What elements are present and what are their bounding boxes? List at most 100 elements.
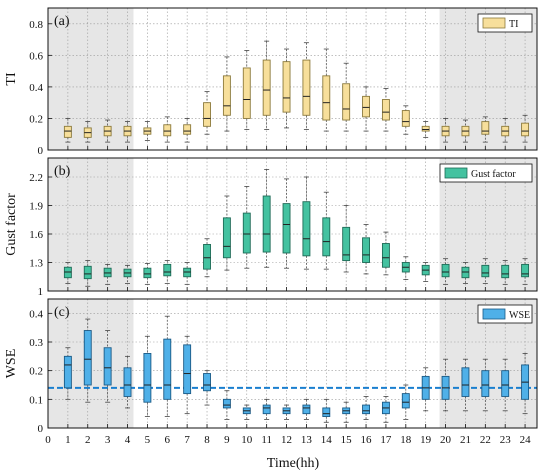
legend-label: TI [509, 19, 518, 30]
box-19 [421, 121, 430, 138]
box-6 [163, 116, 172, 143]
box-body [322, 407, 331, 417]
box-2 [83, 318, 92, 403]
box-3 [103, 330, 112, 403]
plot-frame [47, 7, 538, 151]
box-18 [401, 384, 410, 420]
box-body [262, 59, 271, 116]
box-8 [203, 238, 211, 278]
box-body [83, 330, 92, 386]
box-16 [362, 396, 370, 420]
box-body [501, 370, 510, 397]
box-body [342, 83, 351, 121]
box-body [203, 102, 211, 127]
box-12 [282, 178, 291, 269]
box-21 [461, 358, 470, 412]
panel-label: (b) [54, 164, 71, 179]
box-1 [63, 118, 72, 143]
y-tick-label: 0.2 [29, 113, 43, 125]
box-body [481, 121, 490, 135]
box-body [163, 338, 172, 400]
box-body [262, 195, 271, 253]
box-3 [103, 263, 112, 285]
box-13 [302, 398, 311, 420]
y-tick-label: 1 [38, 286, 44, 298]
x-tick-label: 6 [165, 434, 171, 446]
legend-swatch [482, 17, 506, 29]
box-body [143, 267, 152, 279]
y-tick-label: 0.1 [29, 394, 43, 406]
x-tick-label: 4 [125, 434, 131, 446]
box-8 [203, 370, 211, 406]
box-2 [83, 121, 92, 143]
x-tick-label: 11 [261, 434, 272, 446]
box-3 [103, 119, 112, 143]
box-14 [322, 191, 331, 270]
box-20 [441, 118, 450, 143]
box-22 [481, 116, 490, 143]
legend: Gust factor [439, 163, 533, 183]
box-7 [183, 262, 192, 285]
box-body [401, 110, 410, 127]
box-body [63, 125, 72, 138]
box-4 [123, 355, 132, 409]
box-13 [302, 176, 311, 270]
legend: WSE [477, 304, 533, 324]
box-body [242, 67, 251, 119]
x-tick-label: 23 [500, 434, 512, 446]
box-16 [362, 86, 370, 132]
box-8 [203, 91, 211, 135]
box-body [183, 344, 192, 395]
box-body [203, 243, 211, 270]
box-body [481, 264, 490, 278]
box-body [521, 122, 530, 137]
y-tick-label: 1.9 [29, 201, 43, 213]
box-body [461, 367, 470, 397]
box-11 [262, 40, 271, 130]
box-1 [63, 347, 72, 400]
panel-label: (a) [54, 14, 70, 29]
box-body [362, 404, 370, 415]
box-body [302, 201, 311, 257]
box-2 [83, 260, 92, 287]
box-body [163, 263, 172, 277]
y-tick-label: 0 [38, 145, 44, 157]
box-6 [163, 260, 172, 284]
box-1 [63, 262, 72, 284]
box-body [401, 393, 410, 409]
box-20 [441, 258, 450, 285]
x-tick-label: 20 [440, 434, 452, 446]
x-tick-label: 15 [341, 434, 353, 446]
box-24 [521, 353, 530, 415]
panel-1: 0 0.2 0.4 0.6 0.8 (a) TI TI [4, 7, 538, 157]
y-axis-label: TI [4, 72, 19, 86]
x-tick-label: 21 [460, 434, 471, 446]
box-5 [143, 335, 152, 417]
plot-frame [47, 157, 538, 292]
box-body [262, 404, 271, 415]
box-6 [163, 315, 172, 417]
box-body [302, 59, 311, 116]
box-5 [143, 121, 152, 141]
x-tick-label: 10 [241, 434, 253, 446]
box-13 [302, 42, 311, 130]
box-10 [242, 50, 251, 130]
box-body [322, 217, 331, 257]
x-tick-label: 14 [321, 434, 333, 446]
box-12 [282, 404, 291, 420]
legend-label: Gust factor [471, 169, 516, 180]
box-body [63, 355, 72, 389]
panel-3: 0 0.1 0.2 0.3 0.4 (c) WSE WSE [4, 298, 538, 435]
box-23 [501, 358, 510, 412]
y-axis-label: WSE [4, 349, 19, 379]
y-tick-label: 0.4 [29, 308, 43, 320]
box-body [222, 217, 231, 259]
x-tick-label: 9 [224, 434, 230, 446]
x-tick-label: 7 [184, 434, 190, 446]
legend-swatch [482, 308, 506, 320]
box-body [362, 237, 370, 263]
y-tick-label: 0.4 [29, 82, 43, 94]
x-tick-label: 19 [420, 434, 432, 446]
box-body [342, 226, 351, 262]
x-tick-label: 17 [380, 434, 392, 446]
